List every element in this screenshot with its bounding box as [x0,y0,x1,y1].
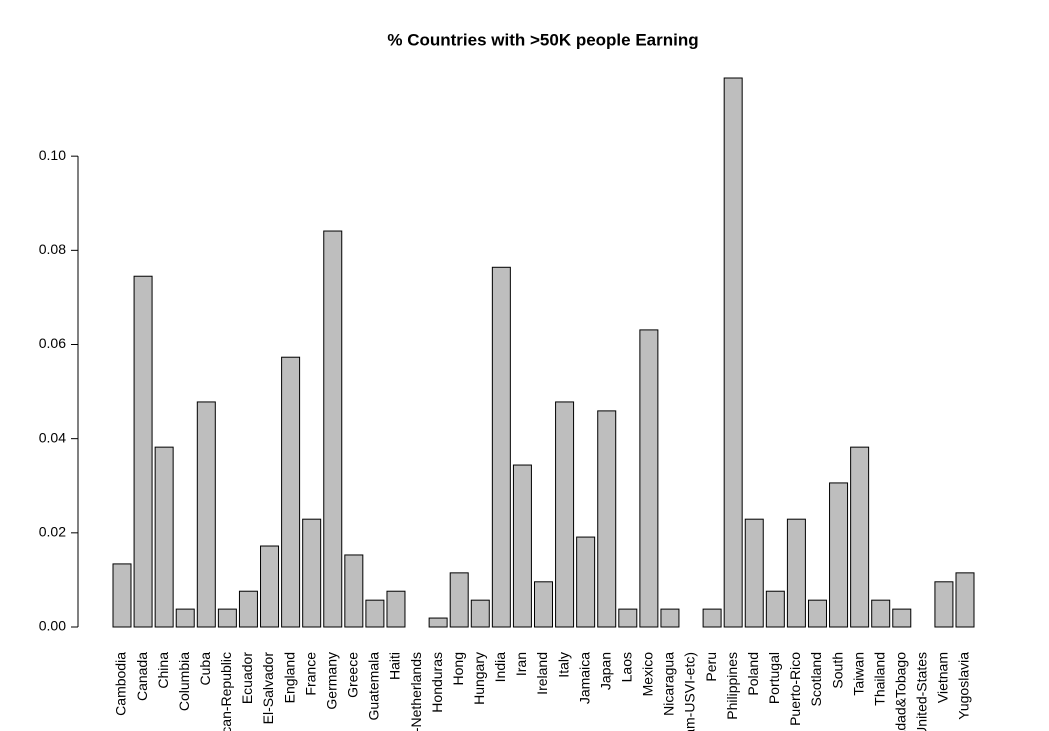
x-tick-label: Taiwan [850,652,866,696]
x-tick-label: Mexico [640,652,656,697]
x-tick-label: Haiti [387,652,403,680]
bar [829,482,849,628]
x-tick-label: Italy [555,652,571,678]
bar [344,554,364,628]
bar [702,608,722,628]
x-tick-label: Honduras [429,652,445,713]
bar [618,608,638,628]
bar [491,266,511,628]
x-tick-label: Cuba [197,652,213,686]
bar [175,608,195,628]
bar [196,401,216,628]
bar [934,581,954,628]
bar [217,608,237,628]
bar [238,590,258,628]
x-tick-label: Philippines [724,652,740,720]
bar [765,590,785,628]
y-tick-label: 0.02 [39,524,66,540]
x-tick-label: India [492,652,508,683]
x-tick-label: Dominican-Republic [218,652,234,731]
x-tick-label: Yugoslavia [956,652,972,720]
bar [555,401,575,628]
x-tick-label: Laos [619,652,635,682]
x-tick-label: Hungary [471,652,487,705]
x-tick-label: Thailand [871,652,887,706]
bar [449,572,469,628]
bar [576,536,596,628]
x-tick-label: England [281,652,297,703]
x-tick-label: France [302,652,318,696]
y-tick-label: 0.08 [39,241,66,257]
x-tick-label: Columbia [176,652,192,711]
x-tick-label: Holand-Netherlands [408,652,424,731]
x-tick-label: Germany [323,652,339,710]
bar [850,446,870,628]
bar [365,599,385,628]
bar [660,608,680,628]
bar [302,518,322,628]
bar [597,410,617,628]
x-tick-label: Iran [513,652,529,676]
x-tick-label: Ireland [534,652,550,695]
bar [112,563,132,628]
x-tick-label: Hong [450,652,466,685]
x-tick-label: China [155,652,171,689]
bar [639,329,659,628]
bar [386,590,406,628]
chart-title: % Countries with >50K people Earning [387,30,698,49]
bar [786,518,806,628]
x-tick-label: Jamaica [576,652,592,704]
x-tick-label: Ecuador [239,652,255,704]
x-tick-label: El-Salvador [260,652,276,725]
bar [955,572,975,628]
bar [534,581,553,628]
bar [512,464,532,628]
x-tick-label: Trinadad&Tobago [892,652,908,731]
x-tick-label: Outlying-US(Guam-USVI-etc) [682,652,698,731]
bar [871,599,891,628]
x-tick-label: Portugal [766,652,782,704]
x-tick-label: Japan [597,652,613,690]
bar [260,545,280,628]
y-tick-label: 0.06 [39,335,66,351]
bar [744,518,764,628]
bar [892,608,912,628]
y-tick-label: 0.10 [39,147,66,163]
bar [807,599,827,628]
bar [428,617,448,628]
bar [281,356,301,628]
x-tick-label: Canada [134,652,150,701]
x-tick-label: Poland [745,652,761,696]
y-tick-label: 0.04 [39,429,66,445]
x-tick-label: Vietnam [935,652,951,703]
bar [470,599,490,628]
x-tick-label: South [829,652,845,689]
x-tick-label: Puerto-Rico [787,652,803,726]
x-tick-label: Guatemala [366,652,382,721]
x-tick-label: United-States [914,652,930,731]
y-tick-label: 0.00 [39,618,66,634]
x-tick-label: Greece [345,652,361,698]
bar [323,230,343,628]
bar [723,77,743,628]
x-tick-label: Scotland [808,652,824,706]
bar [154,446,174,628]
x-tick-label: Cambodia [113,652,129,716]
x-tick-label: Nicaragua [661,652,677,716]
bar [133,275,153,628]
x-tick-label: Peru [703,652,719,682]
